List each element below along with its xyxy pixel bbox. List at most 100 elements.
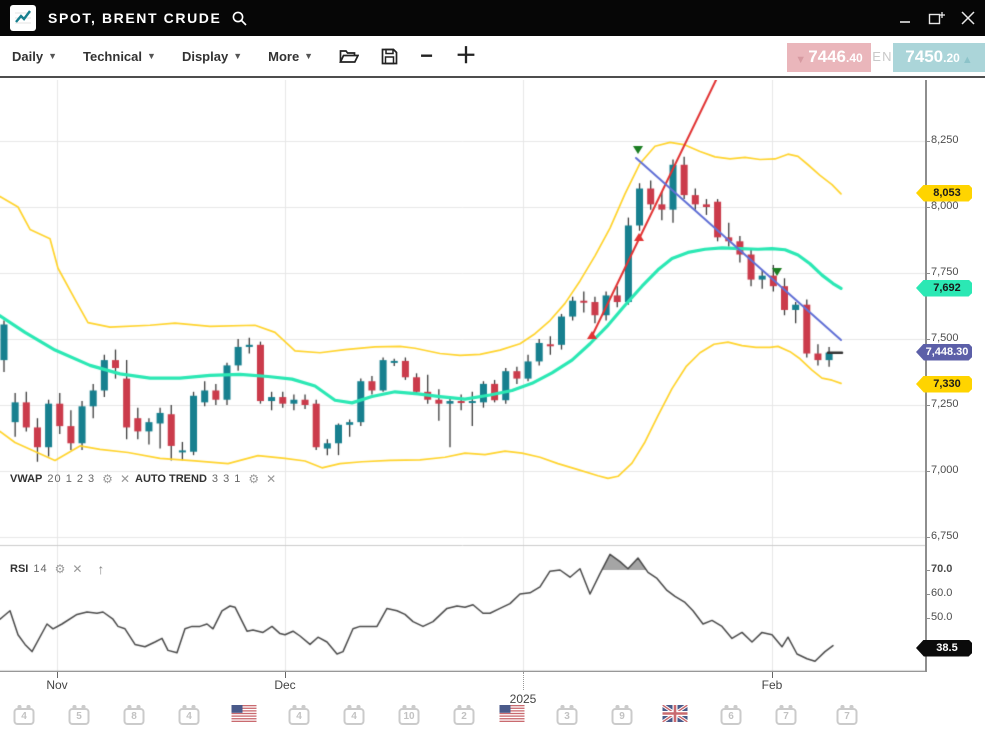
calendar-ring [292,705,297,710]
calendar-day-icon[interactable]: 2 [453,705,475,725]
us-flag-icon[interactable] [231,705,257,727]
calendar-ring [724,705,729,710]
axis-tick-mark [926,207,930,208]
calendar-day-icon[interactable]: 4 [178,705,200,725]
auto-trend-indicator-label: AUTO TREND 3 3 1 ⚙ ✕ [135,472,277,486]
close-icon[interactable]: ✕ [72,562,83,576]
x-axis-label: Dec [274,678,296,692]
calendar-ring [347,705,352,710]
axis-tick-mark [926,618,930,619]
calendar-ring [127,705,132,710]
x-axis-label: 2025 [509,692,537,706]
calendar-day-icon[interactable]: 7 [836,705,858,725]
minimize-button[interactable] [899,6,912,30]
calendar-day-icon[interactable]: 10 [398,705,420,725]
calendar-ring [466,705,471,710]
calendar-day-icon[interactable]: 7 [775,705,797,725]
calendar-day-icon[interactable]: 5 [68,705,90,725]
calendar-ring [191,705,196,710]
price-level-badge: 7,692 [916,279,972,297]
x-axis-label: Nov [46,678,68,692]
axis-tick-mark [926,405,930,406]
us-flag-icon[interactable] [499,705,525,727]
calendar-day-number: 7 [783,711,789,722]
price-tick-label: 8,250 [931,134,959,146]
calendar-ring [17,705,22,710]
calendar-day-number: 8 [131,711,137,722]
arrow-down-icon: ▼ [795,53,807,66]
calendar-day-number: 10 [403,711,415,722]
price-tick-label: 7,750 [931,266,959,278]
rsi-indicator-label: RSI 14 ⚙ ✕ ↑ [10,561,105,577]
calendar-day-number: 7 [844,711,850,722]
calendar-day-number: 2 [461,711,467,722]
close-button[interactable] [961,6,975,30]
axis-tick-mark [926,594,930,595]
save-icon[interactable] [381,48,398,65]
rsi-tick-label: 60.0 [931,587,953,599]
popout-window-button[interactable] [928,6,945,30]
menu-daily[interactable]: Daily ▼ [12,48,57,64]
axis-tick-mark [926,537,930,538]
chevron-down-icon: ▼ [147,51,156,61]
price-level-badge: 7,330 [916,375,972,393]
calendar-day-number: 6 [728,711,734,722]
axis-tick-mark [926,141,930,142]
chevron-down-icon: ▼ [48,51,57,61]
calendar-day-icon[interactable]: 9 [611,705,633,725]
calendar-day-icon[interactable]: 8 [123,705,145,725]
calendar-day-number: 4 [351,711,357,722]
price-tick-label: 7,500 [931,332,959,344]
gear-icon[interactable]: ⚙ [54,562,66,576]
calendar-day-icon[interactable]: 4 [13,705,35,725]
calendar-day-icon[interactable]: 3 [556,705,578,725]
vwap-indicator-label: VWAP 20 1 2 3 ⚙ ✕ [10,472,130,486]
calendar-ring [72,705,77,710]
calendar-ring [402,705,407,710]
calendar-ring [457,705,462,710]
calendar-ring [569,705,574,710]
calendar-day-number: 4 [296,711,302,722]
calendar-ring [301,705,306,710]
calendar-ring [81,705,86,710]
calendar-ring [411,705,416,710]
menu-display[interactable]: Display ▼ [181,48,243,64]
zoom-out-icon[interactable]: − [420,43,433,68]
calendar-ring [849,705,854,710]
calendar-day-number: 4 [186,711,192,722]
x-axis-tick [285,672,286,678]
price-chart-canvas[interactable] [0,80,925,672]
close-icon[interactable]: ✕ [119,472,130,486]
calendar-ring [840,705,845,710]
menu-technical[interactable]: Technical ▼ [83,48,156,64]
gear-icon[interactable]: ⚙ [248,472,260,486]
price-tick-label: 7,000 [931,464,959,476]
chevron-down-icon: ▼ [304,51,314,61]
uk-flag-icon[interactable] [661,703,689,727]
price-tick-label: 8,000 [931,200,959,212]
calendar-ring [136,705,141,710]
gear-icon[interactable]: ⚙ [102,472,113,486]
arrow-up-icon[interactable]: ↑ [97,561,105,577]
search-icon[interactable] [231,10,248,27]
calendar-day-number: 9 [619,711,625,722]
bid-price-badge[interactable]: ▼ 7446.40 [787,43,871,72]
price-level-badge: 38.5 [916,639,972,657]
x-axis-tick [772,672,773,678]
ask-price-badge[interactable]: 7450.20 ▲ [893,43,985,72]
calendar-ring [779,705,784,710]
price-axis[interactable]: 8,250 8,000 7,750 7,500 7,250 7,000 6,750 70.0 6… [916,80,985,672]
menu-more[interactable]: More ▼ [268,48,314,64]
chevron-down-icon: ▼ [233,51,243,61]
calendar-ring [356,705,361,710]
window-title: SPOT, BRENT CRUDE [48,10,222,26]
calendar-day-icon[interactable]: 6 [720,705,742,725]
x-axis-label: Feb [761,678,783,692]
calendar-day-icon[interactable]: 4 [288,705,310,725]
calendar-ring [624,705,629,710]
calendar-day-icon[interactable]: 4 [343,705,365,725]
close-icon[interactable]: ✕ [266,472,277,486]
zoom-in-icon[interactable]: ＋ [454,43,477,68]
calendar-ring [615,705,620,710]
open-folder-icon[interactable] [339,48,360,64]
